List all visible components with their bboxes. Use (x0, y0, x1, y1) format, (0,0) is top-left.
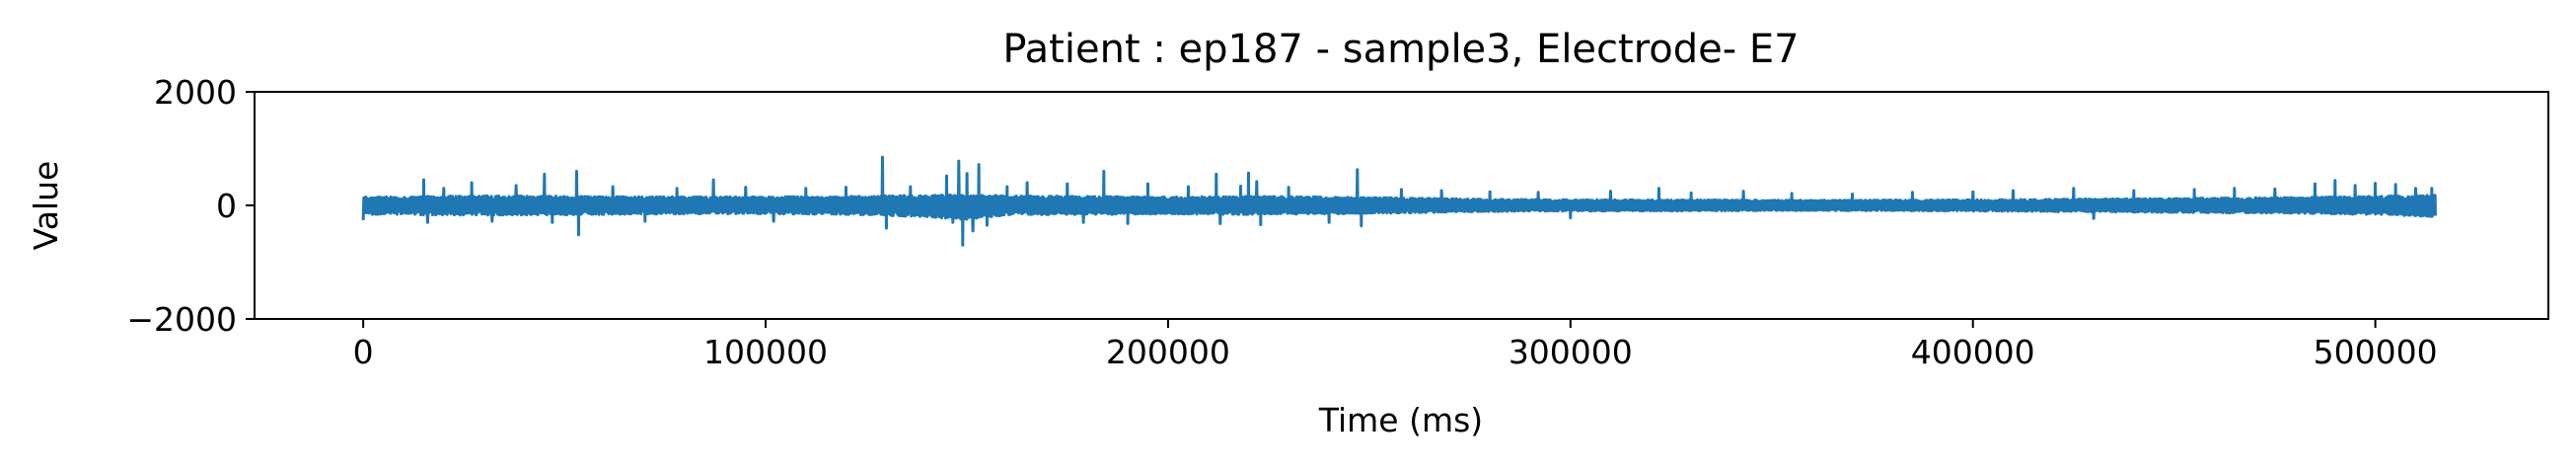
x-tick-label: 400000 (1911, 333, 2035, 371)
y-tick-label: 2000 (154, 73, 237, 112)
y-axis-label: Value (27, 161, 65, 251)
x-tick-label: 500000 (2314, 333, 2438, 371)
signal-series-line (361, 155, 2437, 247)
x-tick-label: 300000 (1509, 333, 1633, 371)
y-tick-label: −2000 (126, 300, 237, 339)
x-tick-label: 0 (353, 333, 374, 371)
series-group (361, 155, 2437, 247)
x-tick-label: 100000 (703, 333, 828, 371)
x-axis-label: Time (ms) (1318, 401, 1483, 439)
y-tick-label: 0 (216, 187, 237, 225)
plot-layer (361, 155, 2437, 247)
chart-title: Patient : ep187 - sample3, Electrode- E7 (1002, 27, 1799, 72)
x-axis-ticks: 0 100000 200000 300000 400000 500000 (353, 319, 2438, 371)
y-axis-ticks: −2000 0 2000 (126, 73, 255, 339)
x-tick-label: 200000 (1106, 333, 1230, 371)
